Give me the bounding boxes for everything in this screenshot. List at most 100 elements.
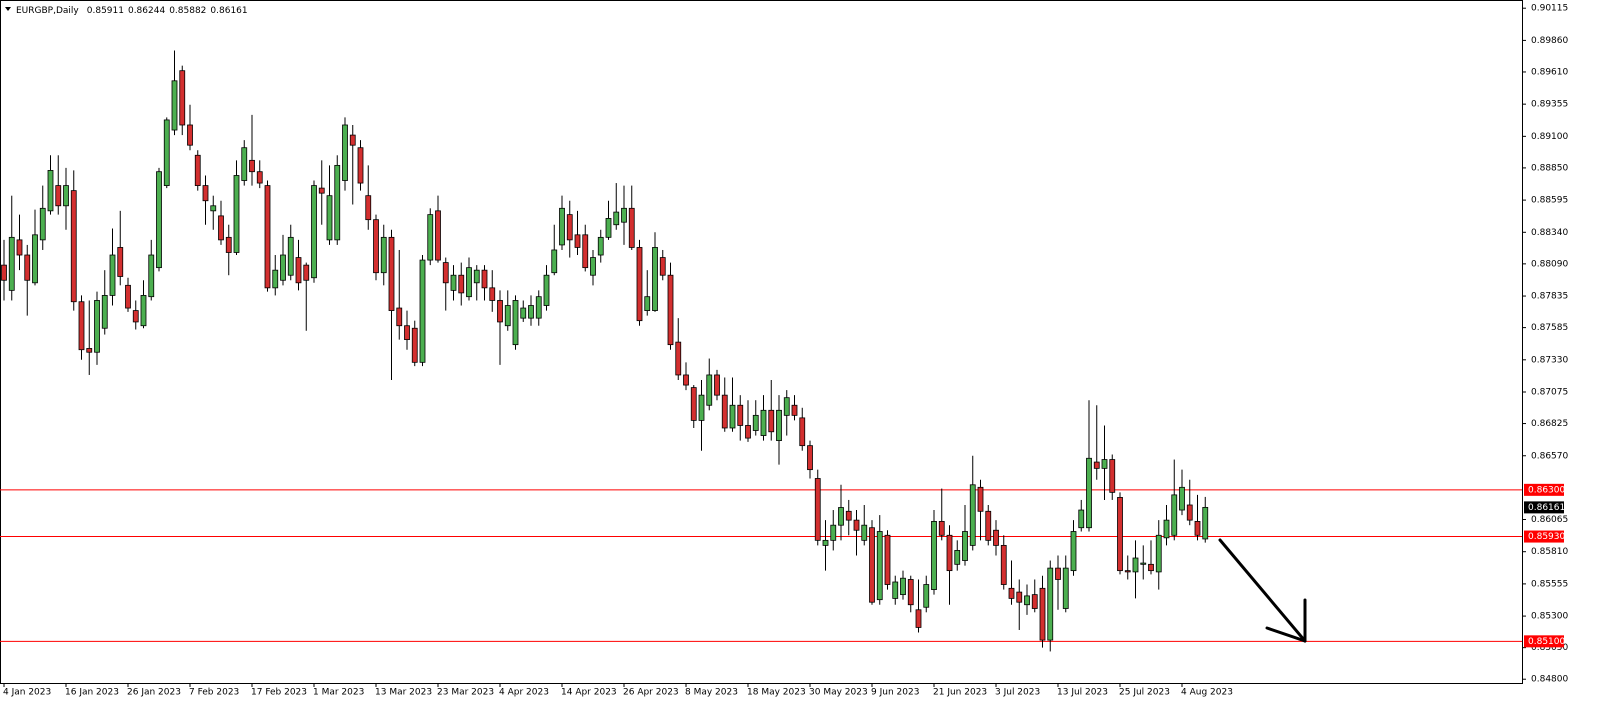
level-tag xyxy=(1524,635,1564,648)
symbol-title: EURGBP,Daily xyxy=(16,6,79,16)
candle-body xyxy=(807,445,813,471)
y-tick-label: 0.84800 xyxy=(1531,675,1568,685)
candle-body xyxy=(1093,461,1100,469)
candle-body xyxy=(830,524,837,541)
candle-body xyxy=(1055,567,1061,580)
candle-body xyxy=(148,254,155,298)
candle-body xyxy=(946,534,953,572)
candle-body xyxy=(776,409,782,442)
candle-body xyxy=(63,185,69,207)
candle-body xyxy=(845,510,852,521)
candle-body xyxy=(365,195,372,221)
candle-body xyxy=(1008,587,1015,599)
candle-body xyxy=(799,417,806,447)
candle-body xyxy=(752,414,759,431)
candle-body xyxy=(357,147,364,184)
candle-body xyxy=(342,124,348,181)
candle-body xyxy=(94,300,100,353)
candle-body xyxy=(1086,457,1092,529)
candle-body xyxy=(334,164,341,241)
candle-body xyxy=(791,404,798,416)
candle-body xyxy=(962,531,968,561)
x-tick-label: 4 Apr 2023 xyxy=(499,688,549,698)
candle-body xyxy=(380,236,387,274)
candle-body xyxy=(714,374,720,396)
candle-body xyxy=(8,236,15,291)
candle-body xyxy=(1031,594,1038,609)
candle-body xyxy=(466,267,472,298)
candle-body xyxy=(535,296,542,319)
candle-body xyxy=(1140,562,1147,565)
y-tick-label: 0.89860 xyxy=(1531,36,1568,46)
x-tick-label: 26 Apr 2023 xyxy=(623,688,679,698)
y-tick-label: 0.89100 xyxy=(1531,132,1568,142)
y-tick-label: 0.89355 xyxy=(1531,100,1568,110)
y-tick-label: 0.85810 xyxy=(1531,547,1568,557)
candle-body xyxy=(1117,497,1123,572)
candle-body xyxy=(388,236,395,311)
candle-body xyxy=(349,134,356,146)
x-tick-label: 30 May 2023 xyxy=(809,688,868,698)
candle-body xyxy=(1000,544,1007,585)
candle-body xyxy=(249,159,255,173)
candle-body xyxy=(442,262,449,284)
y-tick-label: 0.88595 xyxy=(1531,196,1568,206)
candle-body xyxy=(1186,504,1193,521)
price-label: 0.86161 xyxy=(1528,503,1565,513)
candle-body xyxy=(256,171,263,184)
y-tick-label: 0.88090 xyxy=(1531,259,1568,269)
price-tag xyxy=(1524,501,1564,514)
candle-body xyxy=(683,374,689,386)
candle-body xyxy=(520,307,527,319)
high-value: 0.86244 xyxy=(128,6,165,16)
y-tick-label: 0.88340 xyxy=(1531,228,1568,238)
candle-body xyxy=(109,254,116,296)
candle-body xyxy=(745,425,751,439)
candle-body xyxy=(861,524,868,541)
candle-body xyxy=(977,486,984,512)
x-tick-label: 21 Jun 2023 xyxy=(933,688,987,698)
low-value: 0.85882 xyxy=(169,6,206,16)
candle-body xyxy=(907,579,914,606)
candle-body xyxy=(16,239,23,256)
candle-body xyxy=(435,210,441,261)
candle-body xyxy=(210,205,217,212)
candle-body xyxy=(280,254,286,281)
candle-body xyxy=(179,70,186,126)
candle-body xyxy=(1016,591,1023,603)
candle-body xyxy=(125,284,131,309)
candle-body xyxy=(667,274,674,346)
x-tick-label: 14 Apr 2023 xyxy=(561,688,617,698)
candle-body xyxy=(187,124,193,146)
candle-body xyxy=(582,234,589,269)
candle-body xyxy=(900,577,906,596)
candle-body xyxy=(241,147,248,181)
menu-icon[interactable] xyxy=(5,7,11,11)
x-tick-label: 4 Aug 2023 xyxy=(1181,688,1233,698)
candle-body xyxy=(481,269,488,289)
x-tick-label: 8 May 2023 xyxy=(685,688,738,698)
candle-body xyxy=(783,397,790,416)
candle-body xyxy=(915,609,922,628)
y-tick-label: 0.89610 xyxy=(1531,67,1568,77)
candle-body xyxy=(729,404,736,429)
candle-body xyxy=(628,207,635,248)
y-tick-label: 0.90115 xyxy=(1531,4,1568,14)
candle-body xyxy=(32,234,38,284)
y-tick-label: 0.85555 xyxy=(1531,579,1568,589)
candle-body xyxy=(621,207,627,223)
level-label: 0.85100 xyxy=(1528,637,1565,647)
y-tick-label: 0.86825 xyxy=(1531,419,1568,429)
candle-body xyxy=(473,269,480,284)
candle-body xyxy=(768,409,775,433)
candle-body xyxy=(140,295,147,327)
candle-body xyxy=(489,287,496,301)
level-label: 0.86300 xyxy=(1528,485,1565,495)
candle-body xyxy=(70,190,77,303)
candle-body xyxy=(760,409,767,436)
x-tick-label: 26 Jan 2023 xyxy=(127,688,181,698)
y-tick-label: 0.86570 xyxy=(1531,451,1568,461)
candle-body xyxy=(590,257,596,276)
y-tick-label: 0.87585 xyxy=(1531,323,1568,333)
candle-body xyxy=(1163,519,1170,539)
